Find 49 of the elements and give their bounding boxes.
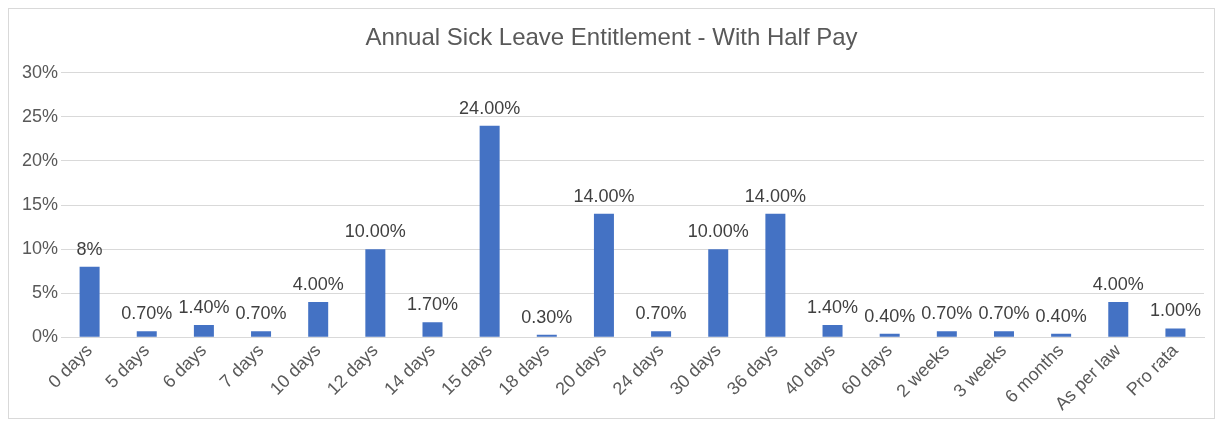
bar — [822, 324, 843, 337]
bar — [1108, 302, 1129, 337]
data-label: 14.00% — [744, 185, 806, 206]
data-label: 0.40% — [864, 305, 916, 326]
y-tick-label: 20% — [22, 149, 59, 170]
data-label: 1.00% — [1149, 300, 1201, 321]
data-label: 10.00% — [344, 221, 406, 242]
data-label: 1.40% — [178, 296, 230, 317]
data-label: 1.70% — [406, 294, 459, 315]
data-label: 24.00% — [459, 97, 521, 118]
y-tick-label: 5% — [32, 282, 59, 303]
bar — [993, 331, 1014, 337]
y-tick-label: 30% — [22, 61, 59, 82]
y-tick-label: 10% — [22, 238, 59, 259]
chart-title: Annual Sick Leave Entitlement - With Half Pay — [365, 23, 858, 51]
bar — [365, 249, 386, 337]
bar — [136, 331, 157, 337]
data-label: 0.70% — [978, 303, 1030, 324]
bar — [936, 331, 957, 337]
bar — [422, 322, 443, 337]
data-label: 4.00% — [292, 274, 344, 295]
bar — [651, 331, 672, 337]
data-label: 0.70% — [921, 303, 973, 324]
bar — [308, 302, 329, 337]
data-label: 0.70% — [121, 303, 173, 324]
bar — [879, 333, 900, 337]
data-label: 0.30% — [521, 306, 573, 327]
x-tick-label: Pro rata — [1122, 339, 1183, 400]
data-label: 1.40% — [807, 296, 859, 317]
data-label: 0.70% — [235, 303, 287, 324]
bar — [708, 249, 729, 337]
bar — [593, 213, 614, 337]
data-label: 0.40% — [1035, 305, 1087, 326]
bar — [79, 266, 100, 337]
bar — [765, 213, 786, 337]
bar — [536, 334, 557, 337]
bar — [479, 125, 500, 337]
y-tick-label: 25% — [22, 105, 59, 126]
bar — [251, 331, 272, 337]
data-label: 10.00% — [687, 221, 749, 242]
bar — [1051, 333, 1072, 337]
y-tick-label: 0% — [32, 326, 59, 347]
bar — [193, 324, 214, 337]
bar — [1165, 328, 1186, 337]
data-label: 0.70% — [635, 303, 687, 324]
y-tick-label: 15% — [22, 194, 59, 215]
data-label: 4.00% — [1092, 274, 1144, 295]
data-label: 8% — [76, 238, 103, 259]
data-label: 14.00% — [573, 185, 635, 206]
